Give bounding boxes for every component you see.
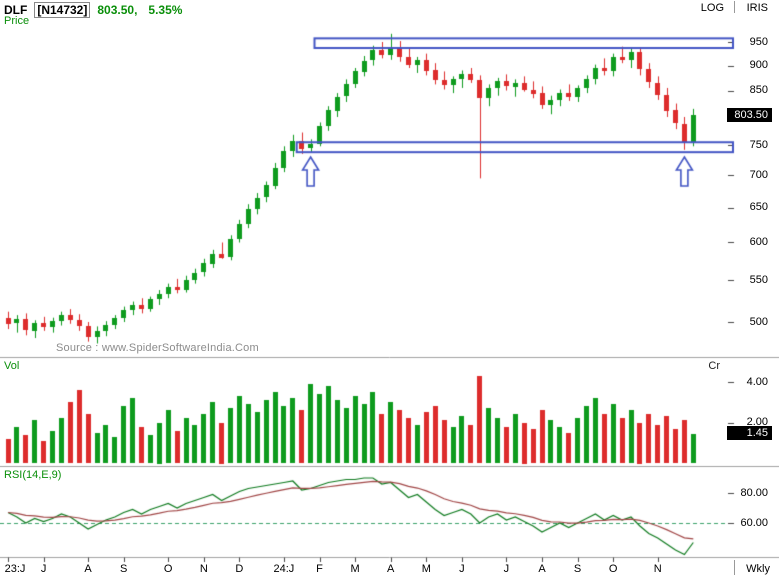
volume-panel-label: Vol xyxy=(4,360,20,372)
footer-axis-divider xyxy=(734,560,735,575)
last-volume-badge: 1.45 xyxy=(727,426,772,441)
symbol-name: DLF xyxy=(4,3,28,17)
rsi-panel-label: RSI(14,E,9) xyxy=(4,469,62,481)
period-label: Wkly xyxy=(746,563,770,575)
chart-header: DLF [N14732] 803.50, 5.35% xyxy=(4,2,182,18)
log-scale-label[interactable]: LOG xyxy=(700,2,724,14)
header-axis-divider xyxy=(734,1,735,13)
header-change-percent: 5.35% xyxy=(148,3,183,17)
last-price-badge: 803.50 xyxy=(727,107,772,122)
app-name-label: IRIS xyxy=(746,2,768,14)
watermark-text: Source : www.SpiderSoftwareIndia.Com xyxy=(56,342,259,354)
header-last-price: 803.50, xyxy=(97,3,138,17)
volume-unit-label: Cr xyxy=(708,360,720,372)
symbol-code: [N14732] xyxy=(34,2,91,18)
price-panel-label: Price xyxy=(4,15,30,27)
